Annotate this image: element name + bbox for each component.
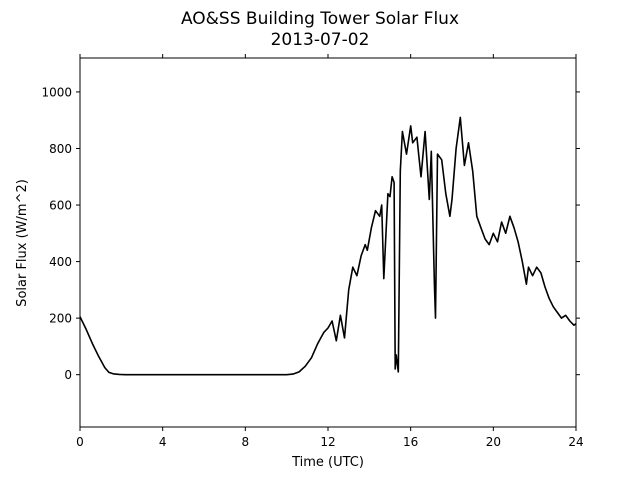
x-tick-label: 8 (242, 435, 250, 449)
x-tick-label: 16 (403, 435, 418, 449)
y-tick-label: 200 (49, 312, 72, 326)
x-tick-label: 20 (486, 435, 501, 449)
plot-frame (79, 57, 577, 428)
y-tick-label: 1000 (41, 85, 72, 99)
x-tick-label: 12 (320, 435, 335, 449)
x-tick-label: 24 (568, 435, 583, 449)
plot-area: 0 4 8 12 16 20 24 0 200 400 600 800 1000 (41, 54, 584, 449)
x-tick-label: 4 (159, 435, 167, 449)
y-tick-label: 600 (49, 199, 72, 213)
y-tick-label: 400 (49, 255, 72, 269)
series-line-0 (79, 116, 577, 376)
chart-title: AO&SS Building Tower Solar Flux (181, 9, 459, 29)
x-axis-label: Time (UTC) (291, 455, 364, 470)
chart-subtitle: 2013-07-02 (271, 30, 370, 50)
y-tick-label: 800 (49, 142, 72, 156)
y-axis-label: Solar Flux (W/m^2) (15, 179, 30, 307)
x-tick-label: 0 (76, 435, 84, 449)
y-tick-label: 0 (64, 368, 72, 382)
